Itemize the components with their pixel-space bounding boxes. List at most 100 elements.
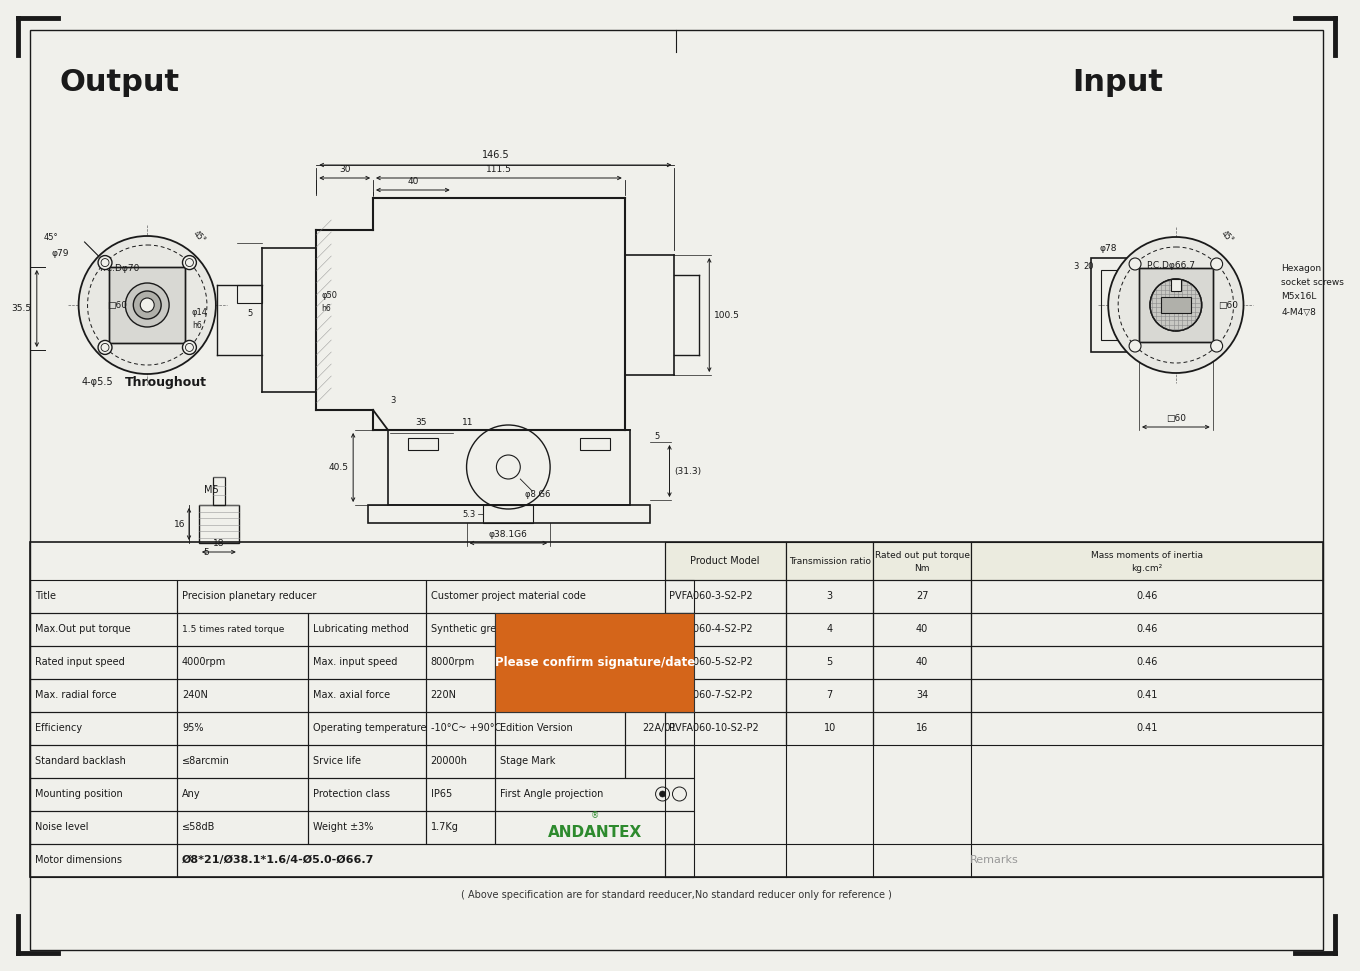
Bar — [177, 745, 309, 778]
Bar — [971, 646, 1323, 679]
Text: 240N: 240N — [182, 690, 208, 700]
Bar — [214, 477, 224, 505]
Bar — [665, 712, 786, 745]
Text: 4-M4▽8: 4-M4▽8 — [1281, 308, 1316, 317]
Text: Please confirm signature/date: Please confirm signature/date — [495, 655, 695, 668]
Text: Max. axial force: Max. axial force — [313, 690, 390, 700]
Text: φ79: φ79 — [52, 249, 69, 257]
Text: Title: Title — [35, 591, 56, 601]
Text: Noise level: Noise level — [35, 822, 88, 832]
Text: 5: 5 — [248, 309, 253, 318]
Bar — [309, 712, 426, 745]
Bar — [30, 580, 177, 613]
Bar — [495, 613, 695, 712]
Circle shape — [79, 236, 216, 374]
Bar — [495, 745, 624, 778]
Text: Input: Input — [1073, 68, 1163, 96]
Bar — [579, 438, 609, 450]
Bar — [30, 811, 177, 844]
Circle shape — [182, 255, 196, 270]
Text: 35: 35 — [415, 418, 427, 426]
Text: 18: 18 — [214, 539, 224, 548]
Bar — [199, 505, 239, 543]
Text: 220N: 220N — [431, 690, 457, 700]
Text: kg.cm²: kg.cm² — [1132, 563, 1163, 573]
Text: Ø8*21/Ø38.1*1.6/4-Ø5.0-Ø66.7: Ø8*21/Ø38.1*1.6/4-Ø5.0-Ø66.7 — [182, 855, 374, 865]
Bar — [309, 811, 426, 844]
Text: PVFA060-3-S2-P2: PVFA060-3-S2-P2 — [669, 591, 753, 601]
Text: □60: □60 — [1166, 414, 1186, 423]
Text: Mounting position: Mounting position — [35, 789, 122, 799]
Bar — [495, 811, 695, 844]
Bar — [786, 542, 873, 580]
Text: Lubricating method: Lubricating method — [313, 624, 409, 634]
Bar — [30, 679, 177, 712]
Text: 34: 34 — [917, 690, 929, 700]
Circle shape — [660, 791, 665, 797]
Text: 146.5: 146.5 — [481, 150, 509, 160]
Text: Stage Mark: Stage Mark — [500, 756, 556, 766]
Text: 10: 10 — [824, 723, 836, 733]
Text: Remarks: Remarks — [970, 855, 1019, 865]
Text: φ38.1G6: φ38.1G6 — [488, 530, 528, 539]
Text: 35.5: 35.5 — [12, 304, 31, 313]
Text: Nm: Nm — [914, 563, 930, 573]
Bar — [873, 679, 971, 712]
Bar — [426, 712, 495, 745]
Bar — [971, 613, 1323, 646]
Bar — [1171, 279, 1180, 291]
Circle shape — [1129, 340, 1141, 352]
Text: ANDANTEX: ANDANTEX — [548, 824, 642, 840]
Text: 45°: 45° — [1220, 229, 1236, 245]
Bar — [30, 613, 177, 646]
Bar — [495, 712, 624, 745]
Text: 0.41: 0.41 — [1137, 690, 1157, 700]
Bar — [369, 505, 650, 523]
Text: P.C.Dφ70: P.C.Dφ70 — [99, 263, 140, 273]
Text: 8000rpm: 8000rpm — [431, 657, 475, 667]
Bar — [426, 811, 495, 844]
Text: PVFA060-10-S2-P2: PVFA060-10-S2-P2 — [669, 723, 759, 733]
Text: Motor dimensions: Motor dimensions — [35, 855, 122, 865]
Bar — [30, 542, 1323, 877]
Text: Operating temperature: Operating temperature — [313, 723, 427, 733]
Bar — [665, 613, 786, 646]
Text: 0.46: 0.46 — [1137, 657, 1157, 667]
Bar — [177, 778, 309, 811]
Bar — [1102, 270, 1126, 340]
Text: Hexagon: Hexagon — [1281, 263, 1322, 273]
Circle shape — [1108, 237, 1243, 373]
Bar — [426, 580, 695, 613]
Bar — [786, 646, 873, 679]
Circle shape — [125, 283, 169, 327]
Text: Max. radial force: Max. radial force — [35, 690, 117, 700]
Bar — [30, 778, 177, 811]
Text: ≤58dB: ≤58dB — [182, 822, 215, 832]
Text: Weight ±3%: Weight ±3% — [313, 822, 374, 832]
Bar — [426, 745, 495, 778]
Text: Max. input speed: Max. input speed — [313, 657, 397, 667]
Text: 5: 5 — [654, 431, 660, 441]
Bar — [1161, 297, 1191, 313]
Text: 100.5: 100.5 — [714, 311, 740, 319]
Text: Product Model: Product Model — [691, 556, 760, 566]
Text: 95%: 95% — [182, 723, 204, 733]
Bar — [309, 679, 426, 712]
Text: 0.46: 0.46 — [1137, 591, 1157, 601]
Bar — [873, 580, 971, 613]
Text: 5: 5 — [827, 657, 832, 667]
Text: P.C.Dφ66.7: P.C.Dφ66.7 — [1146, 260, 1195, 270]
Bar — [624, 745, 695, 778]
Circle shape — [1210, 258, 1223, 270]
Text: Rated input speed: Rated input speed — [35, 657, 125, 667]
Text: Standard backlash: Standard backlash — [35, 756, 125, 766]
Text: 0.46: 0.46 — [1137, 624, 1157, 634]
Text: 4-φ5.5: 4-φ5.5 — [82, 377, 113, 387]
Text: Customer project material code: Customer project material code — [431, 591, 586, 601]
Text: Srvice life: Srvice life — [313, 756, 362, 766]
Bar — [971, 679, 1323, 712]
Bar — [309, 745, 426, 778]
Bar — [30, 646, 177, 679]
Bar — [495, 778, 695, 811]
Text: φ78: φ78 — [1099, 244, 1117, 252]
